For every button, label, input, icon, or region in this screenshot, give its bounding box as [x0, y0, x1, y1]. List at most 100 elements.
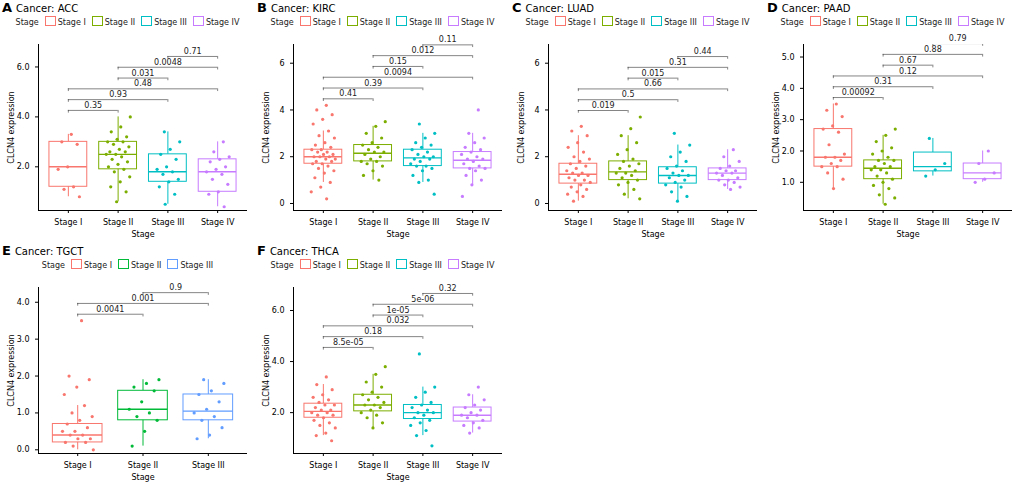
html-text:B Cancer: KIRC: B Cancer: KIRC — [257, 0, 336, 15]
svg-text:1e-05: 1e-05 — [386, 306, 409, 315]
svg-text:Stage III: Stage III — [407, 218, 440, 227]
svg-text:0.012: 0.012 — [411, 46, 434, 55]
svg-text:0.00092: 0.00092 — [842, 88, 875, 97]
svg-text:Stage: Stage — [896, 230, 919, 239]
svg-text:2.0: 2.0 — [782, 147, 795, 156]
svg-text:0.44: 0.44 — [694, 47, 712, 56]
svg-text:Stage II: Stage II — [868, 218, 898, 227]
svg-text:0.31: 0.31 — [669, 58, 687, 67]
svg-text:Stage II: Stage II — [103, 218, 133, 227]
svg-text:3.0: 3.0 — [17, 335, 30, 344]
svg-text:0.71: 0.71 — [184, 47, 202, 56]
html-text:D Cancer: PAAD: D Cancer: PAAD — [767, 0, 851, 15]
svg-text:Stage III: Stage III — [662, 218, 695, 227]
html-text:A Cancer: ACC: A Cancer: ACC — [2, 0, 79, 15]
svg-text:0.31: 0.31 — [874, 77, 892, 86]
svg-text:Stage II: Stage II — [358, 461, 388, 470]
svg-text:6.0: 6.0 — [17, 63, 30, 72]
html-text:C Cancer: LUAD: C Cancer: LUAD — [512, 0, 595, 15]
svg-text:4: 4 — [534, 106, 539, 115]
svg-text:4.0: 4.0 — [272, 357, 285, 366]
svg-text:CLCN4 expression: CLCN4 expression — [262, 334, 271, 406]
svg-text:8.5e-05: 8.5e-05 — [333, 338, 364, 347]
svg-text:0.0048: 0.0048 — [154, 58, 182, 67]
svg-text:0.41: 0.41 — [339, 89, 357, 98]
svg-text:2.0: 2.0 — [272, 408, 285, 417]
svg-text:Stage I: Stage I — [564, 218, 592, 227]
svg-text:CLCN4 expression: CLCN4 expression — [517, 91, 526, 163]
svg-text:4.0: 4.0 — [17, 298, 30, 307]
svg-text:Stage III: Stage III — [152, 218, 185, 227]
svg-text:0.031: 0.031 — [132, 69, 155, 78]
svg-text:0.66: 0.66 — [644, 79, 662, 88]
svg-text:0.11: 0.11 — [439, 35, 457, 44]
svg-text:0.019: 0.019 — [592, 101, 615, 110]
svg-text:Stage IV: Stage IV — [201, 218, 235, 227]
svg-text:Stage IV: Stage IV — [456, 218, 490, 227]
svg-text:CLCN4 expression: CLCN4 expression — [262, 91, 271, 163]
svg-text:Stage III: Stage III — [192, 461, 225, 470]
svg-text:CLCN4 expression: CLCN4 expression — [772, 91, 781, 163]
svg-text:Stage I: Stage I — [64, 461, 92, 470]
svg-text:4: 4 — [279, 106, 284, 115]
svg-text:0.79: 0.79 — [949, 34, 967, 43]
svg-text:2: 2 — [279, 152, 284, 161]
svg-text:Stage II: Stage II — [128, 461, 158, 470]
svg-text:0.12: 0.12 — [899, 67, 917, 76]
svg-text:2.0: 2.0 — [17, 372, 30, 381]
svg-text:Stage IV: Stage IV — [711, 218, 745, 227]
svg-text:0: 0 — [534, 199, 539, 208]
svg-text:0.35: 0.35 — [84, 101, 102, 110]
svg-text:0.0: 0.0 — [17, 445, 30, 454]
svg-text:6.0: 6.0 — [272, 306, 285, 315]
html-text:F Cancer: THCA: F Cancer: THCA — [257, 243, 339, 258]
svg-text:1.0: 1.0 — [782, 178, 795, 187]
svg-text:0.32: 0.32 — [439, 284, 457, 293]
svg-text:Stage: Stage — [386, 473, 409, 482]
svg-text:4.0: 4.0 — [782, 84, 795, 93]
svg-text:0.5: 0.5 — [622, 90, 635, 99]
svg-text:0.48: 0.48 — [134, 79, 152, 88]
svg-text:0.88: 0.88 — [924, 45, 942, 54]
svg-text:2: 2 — [534, 152, 539, 161]
svg-text:Stage II: Stage II — [358, 218, 388, 227]
svg-text:0.39: 0.39 — [364, 79, 382, 88]
svg-text:CLCN4 expression: CLCN4 expression — [7, 91, 16, 163]
svg-text:0.9: 0.9 — [169, 283, 182, 292]
svg-text:0.015: 0.015 — [642, 69, 665, 78]
svg-text:Stage I: Stage I — [309, 218, 337, 227]
svg-text:0.0094: 0.0094 — [384, 68, 412, 77]
svg-text:Stage I: Stage I — [54, 218, 82, 227]
svg-text:0.67: 0.67 — [899, 56, 917, 65]
html-text:E Cancer: TGCT: E Cancer: TGCT — [2, 243, 84, 258]
svg-text:Stage III: Stage III — [917, 218, 950, 227]
svg-text:2.0: 2.0 — [17, 162, 30, 171]
svg-text:Stage: Stage — [386, 230, 409, 239]
svg-text:Stage I: Stage I — [819, 218, 847, 227]
svg-text:Stage III: Stage III — [407, 461, 440, 470]
svg-text:0.0041: 0.0041 — [96, 305, 124, 314]
svg-text:3.0: 3.0 — [782, 115, 795, 124]
svg-text:4.0: 4.0 — [17, 112, 30, 121]
svg-text:CLCN4 expression: CLCN4 expression — [7, 334, 16, 406]
html-text:Stage I: Stage I — [57, 18, 86, 27]
svg-text:0.93: 0.93 — [109, 90, 127, 99]
svg-text:6: 6 — [534, 59, 539, 68]
svg-text:Stage: Stage — [131, 230, 154, 239]
svg-text:0.032: 0.032 — [387, 316, 410, 325]
svg-text:0.15: 0.15 — [389, 57, 407, 66]
html-text:Stage: Stage — [15, 18, 39, 27]
svg-text:Stage: Stage — [641, 230, 664, 239]
svg-text:Stage I: Stage I — [309, 461, 337, 470]
svg-text:Stage: Stage — [131, 473, 154, 482]
svg-text:6: 6 — [279, 59, 284, 68]
svg-text:1.0: 1.0 — [17, 408, 30, 417]
svg-text:5.0: 5.0 — [782, 53, 795, 62]
svg-text:0: 0 — [279, 199, 284, 208]
svg-text:5e-06: 5e-06 — [411, 295, 434, 304]
svg-text:0.18: 0.18 — [364, 327, 382, 336]
svg-text:Stage IV: Stage IV — [966, 218, 1000, 227]
svg-text:Stage IV: Stage IV — [456, 461, 490, 470]
svg-text:Stage II: Stage II — [613, 218, 643, 227]
svg-text:0.001: 0.001 — [132, 294, 155, 303]
